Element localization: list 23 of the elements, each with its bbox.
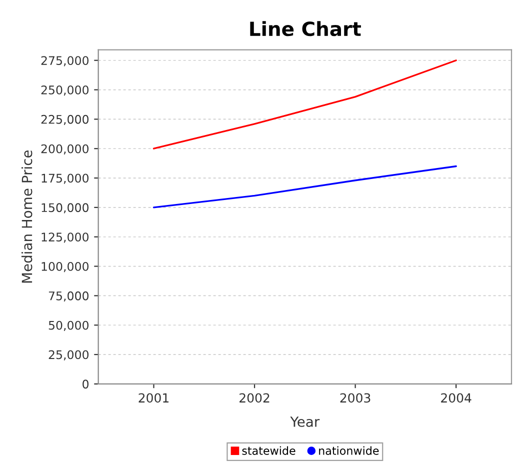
x-tick-label: 2004 <box>441 393 472 403</box>
y-tick-label: 50,000 <box>48 320 89 331</box>
y-tick-label: 25,000 <box>48 350 89 360</box>
line-series <box>152 165 457 208</box>
y-tick-label: 250,000 <box>41 86 89 96</box>
x-tick-label: 2001 <box>138 393 168 403</box>
y-tick-label: 100,000 <box>42 262 89 272</box>
y-axis-title: Median Home Price <box>21 150 32 283</box>
y-tick-label: 225,000 <box>41 114 89 126</box>
y-tick-label: 125,000 <box>42 232 89 243</box>
y-tick-label: 275,000 <box>41 56 89 66</box>
line-series <box>152 60 457 150</box>
legend-label: nationwide <box>319 446 379 455</box>
y-tick-label: 200,000 <box>41 144 89 154</box>
y-tick-label: 75,000 <box>48 291 89 302</box>
x-axis-title: Year <box>290 416 320 427</box>
chart-title: Line Chart <box>250 21 361 36</box>
x-tick-label: 2002 <box>240 393 270 403</box>
legend-label: statewide <box>242 446 296 455</box>
y-tick-label: 150,000 <box>42 203 89 214</box>
x-tick-label: 2003 <box>340 393 370 403</box>
y-tick-label: 175,000 <box>42 174 89 184</box>
y-tick-label: 0 <box>82 380 89 389</box>
